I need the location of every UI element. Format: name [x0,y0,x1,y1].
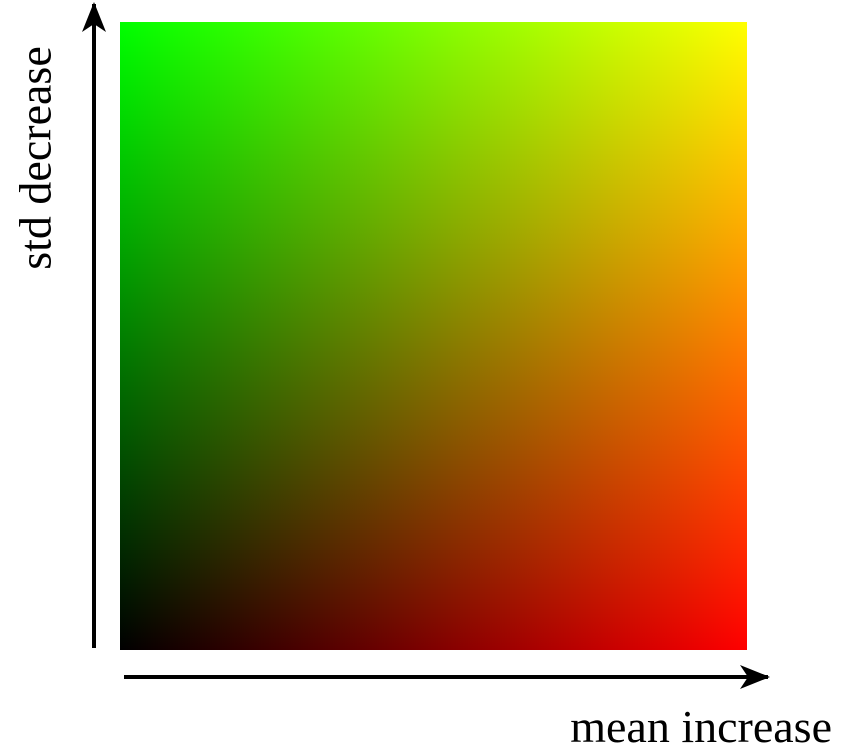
y-axis-label: std decrease [10,46,61,270]
gradient-square [120,22,747,650]
x-axis-label: mean increase [570,701,832,749]
